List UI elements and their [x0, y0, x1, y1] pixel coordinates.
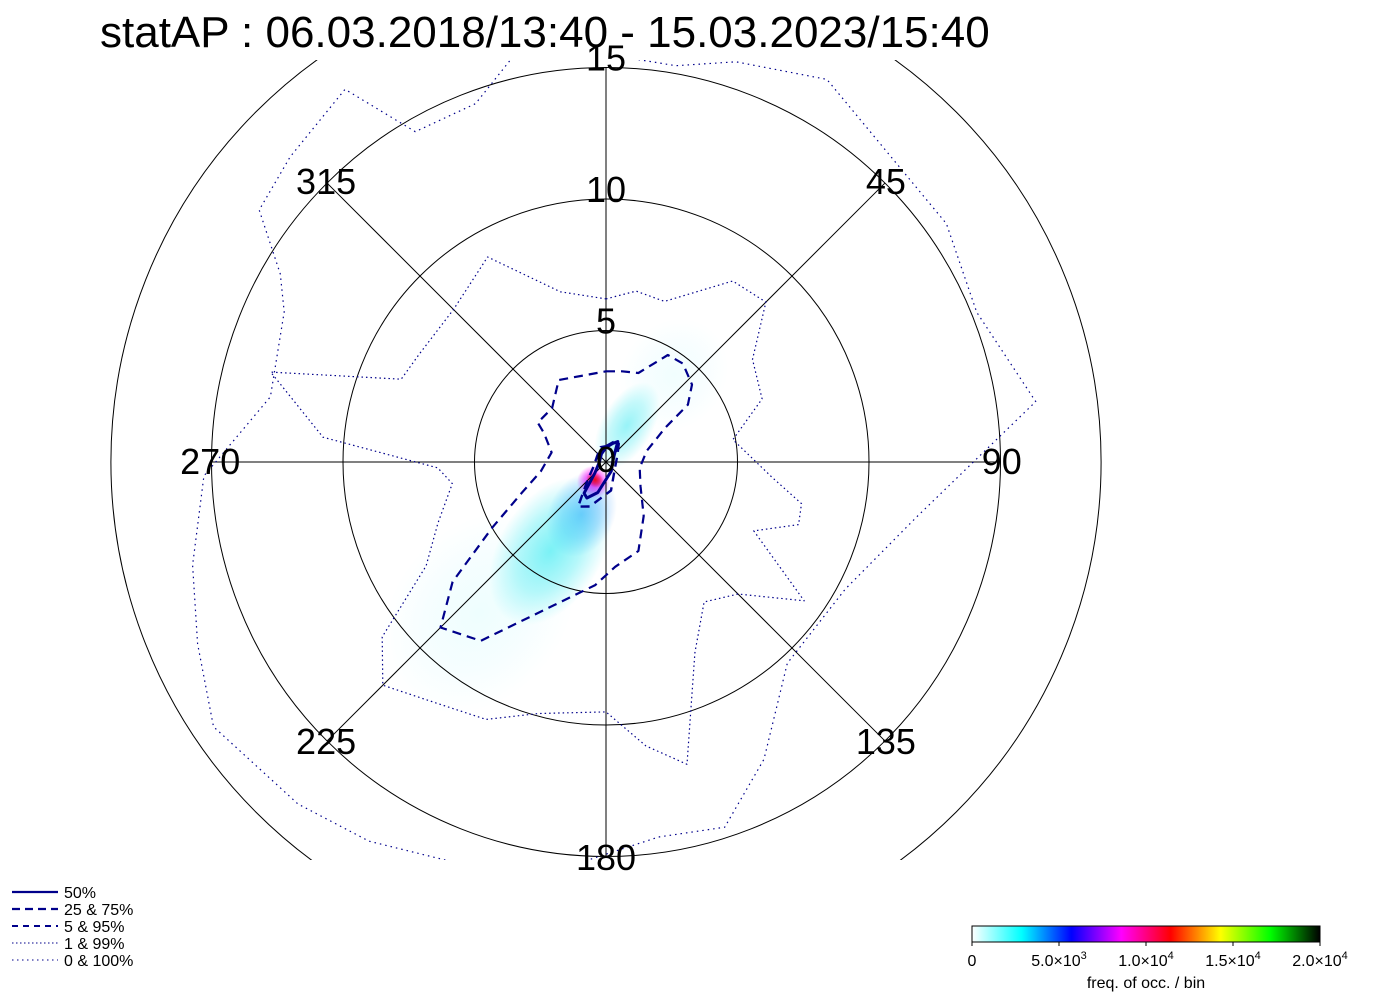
- percentile-contour: [576, 439, 620, 508]
- percentile-contours: [192, 60, 1037, 860]
- colorbar-ticks: 0 5.0×103 1.0×104 1.5×104 2.0×104: [968, 942, 1348, 970]
- direction-spoke: [326, 182, 607, 463]
- density-blob: [383, 512, 576, 714]
- direction-label: 0: [596, 439, 616, 480]
- colorbar-label: freq. of occ. / bin: [1087, 975, 1205, 992]
- colorbar-tick-label: 2.0×104: [1292, 950, 1348, 970]
- colorbar-tick-label: 0: [968, 953, 977, 970]
- radial-label: 10: [586, 169, 626, 210]
- direction-spoke: [605, 461, 886, 742]
- direction-label: 225: [296, 721, 356, 762]
- legend-label: 0 & 100%: [64, 953, 133, 970]
- percentile-contour: [582, 440, 620, 500]
- percentile-legend: 50%25 & 75% 5 & 95% 1 & 99% 0 & 100%: [12, 885, 133, 970]
- outer-ring: [110, 60, 1102, 860]
- direction-label: 315: [296, 161, 356, 202]
- chart-title: statAP : 06.03.2018/13:40 - 15.03.2023/1…: [100, 8, 990, 57]
- colorbar-tick-label: 1.0×104: [1118, 950, 1174, 970]
- radial-label: 15: [586, 38, 626, 79]
- legend-label: 50%: [64, 885, 96, 902]
- direction-label: 90: [982, 441, 1022, 482]
- percentile-contour: [439, 353, 694, 642]
- direction-label: 180: [576, 837, 636, 878]
- radial-label: 5: [596, 301, 616, 342]
- legend-label: 1 & 99%: [64, 936, 124, 953]
- density-field: [383, 318, 729, 714]
- density-blob: [619, 318, 729, 432]
- radial-labels: 5 10 15: [586, 38, 626, 342]
- direction-labels: 0 45 90 135 180 225 270 315: [180, 161, 1022, 878]
- legend-label: 25 & 75%: [64, 902, 133, 919]
- colorbar-tick-label: 5.0×103: [1031, 950, 1087, 970]
- polar-plot-area: [110, 60, 1102, 860]
- direction-label: 270: [180, 441, 240, 482]
- colorbar-tick-label: 1.5×104: [1205, 950, 1261, 970]
- direction-spoke: [605, 182, 886, 463]
- polar-grid: [110, 60, 1102, 860]
- direction-spoke: [326, 461, 607, 742]
- colorbar: 0 5.0×103 1.0×104 1.5×104 2.0×104 freq. of o…: [968, 925, 1348, 992]
- colorbar-bar: [971, 925, 1321, 943]
- direction-label: 135: [856, 721, 916, 762]
- legend-label: 5 & 95%: [64, 919, 124, 936]
- direction-label: 45: [866, 161, 906, 202]
